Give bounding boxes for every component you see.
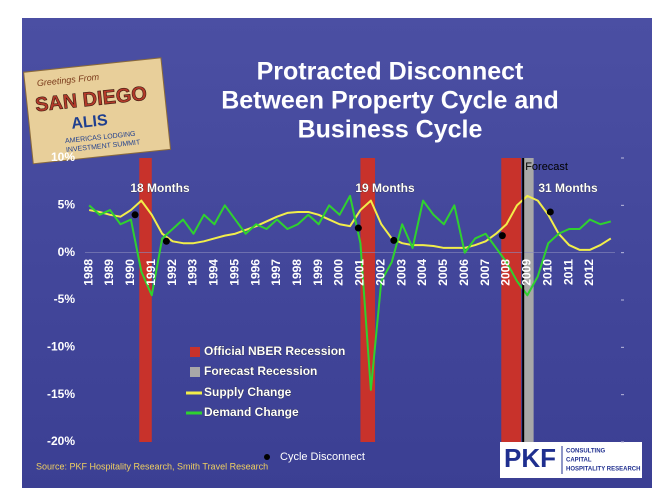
logo: Greetings From SAN DIEGO ALIS AMERICAS L… bbox=[23, 57, 172, 165]
disconnect-point bbox=[546, 208, 554, 216]
x-tick-label: 1998 bbox=[290, 259, 304, 286]
postcard bbox=[23, 57, 172, 165]
recession-band bbox=[139, 158, 152, 442]
chart-title: Between Property Cycle and bbox=[221, 87, 559, 115]
legend-label: Supply Change bbox=[204, 385, 292, 399]
x-tick-label: 1993 bbox=[186, 259, 200, 286]
x-tick-label: 1994 bbox=[207, 259, 221, 286]
legend-label: Demand Change bbox=[204, 405, 299, 419]
company-line: HOSPITALITY RESEARCH bbox=[566, 467, 640, 473]
annotation: 31 Months bbox=[538, 181, 598, 195]
x-tick-label: 2007 bbox=[478, 259, 492, 286]
disconnect-point bbox=[354, 224, 362, 232]
disconnect-point bbox=[498, 232, 506, 240]
company-logo bbox=[500, 442, 642, 478]
x-tick-label: 1999 bbox=[311, 259, 325, 286]
legend-swatch bbox=[190, 347, 200, 357]
x-tick-label: 2003 bbox=[394, 259, 408, 286]
x-tick-label: 1997 bbox=[269, 259, 283, 286]
company-line: CAPITAL bbox=[566, 458, 592, 464]
legend-label: Official NBER Recession bbox=[204, 344, 345, 358]
x-tick-label: 2010 bbox=[540, 259, 554, 286]
x-tick-label: 2009 bbox=[520, 259, 534, 286]
disconnect-point bbox=[131, 211, 139, 219]
x-tick-label: 2005 bbox=[436, 259, 450, 286]
x-tick-label: 2002 bbox=[373, 259, 387, 286]
x-tick-label: 2006 bbox=[457, 259, 471, 286]
company-line: CONSULTING bbox=[566, 449, 606, 455]
logo-brand: ALIS bbox=[70, 112, 108, 133]
x-tick-label: 2012 bbox=[582, 259, 596, 286]
annotation: 19 Months bbox=[355, 181, 415, 195]
y-tick-label: -10% bbox=[47, 340, 75, 354]
x-tick-label: 1991 bbox=[144, 259, 158, 286]
x-tick-label: 1995 bbox=[227, 259, 241, 286]
chart-title: Business Cycle bbox=[298, 116, 483, 144]
recession-band bbox=[523, 158, 534, 442]
recession-band bbox=[501, 158, 522, 442]
legend-swatch bbox=[264, 454, 270, 460]
x-tick-label: 1989 bbox=[102, 259, 116, 286]
y-tick-label: -20% bbox=[47, 434, 75, 448]
company-name: PKF bbox=[504, 443, 556, 473]
y-tick-label: 0% bbox=[58, 245, 76, 259]
x-tick-label: 1996 bbox=[248, 259, 262, 286]
x-tick-label: 2000 bbox=[332, 259, 346, 286]
y-tick-label: -15% bbox=[47, 387, 75, 401]
forecast-label: Forecast bbox=[525, 161, 568, 173]
disconnect-point bbox=[162, 237, 170, 245]
y-tick-label: -5% bbox=[54, 292, 76, 306]
x-tick-label: 2001 bbox=[353, 259, 367, 286]
x-tick-label: 1988 bbox=[81, 259, 95, 286]
chart-title: Protracted Disconnect bbox=[257, 58, 524, 86]
x-tick-label: 2011 bbox=[561, 259, 575, 285]
annotation: 18 Months bbox=[130, 181, 190, 195]
recession-band bbox=[360, 158, 376, 442]
x-tick-label: 2004 bbox=[415, 259, 429, 286]
y-tick-label: 5% bbox=[58, 198, 76, 212]
legend-label: Forecast Recession bbox=[204, 364, 317, 378]
x-tick-label: 2008 bbox=[499, 259, 513, 286]
disconnect-point bbox=[390, 236, 398, 244]
x-tick-label: 1992 bbox=[165, 259, 179, 286]
y-tick-label: 10% bbox=[51, 150, 75, 164]
legend-label: Cycle Disconnect bbox=[280, 451, 365, 463]
legend-swatch bbox=[190, 367, 200, 377]
x-tick-label: 1990 bbox=[123, 259, 137, 286]
source: Source: PKF Hospitality Research, Smith … bbox=[36, 461, 268, 471]
